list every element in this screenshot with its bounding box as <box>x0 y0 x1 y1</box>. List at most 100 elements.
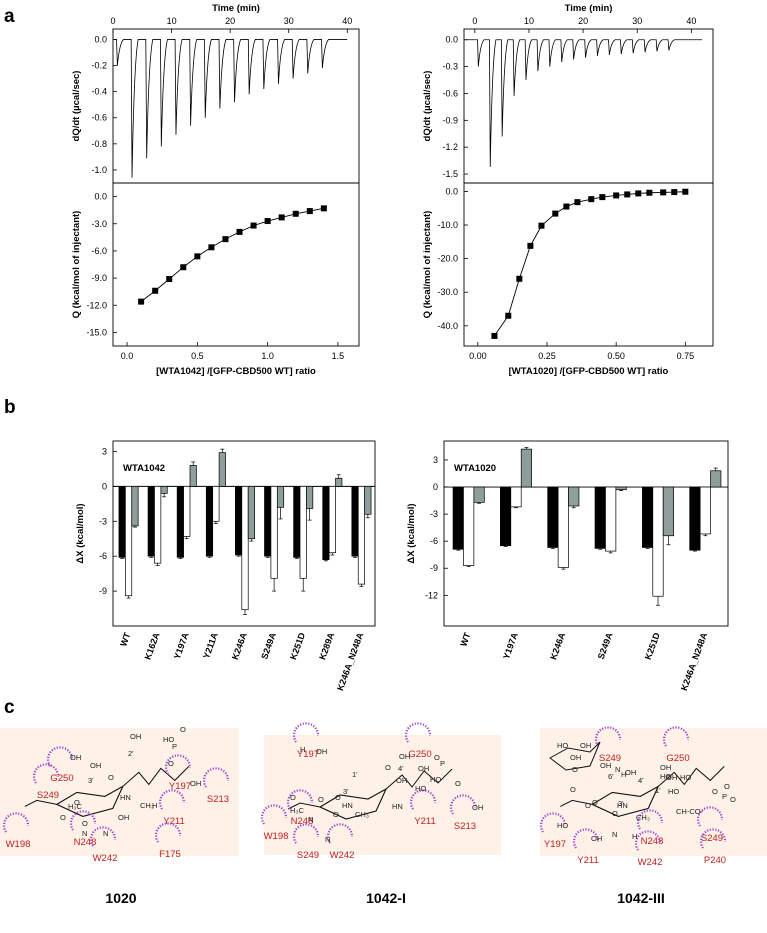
data-point-right <box>491 332 498 339</box>
atom-label: OH <box>396 776 407 785</box>
dx-tick-label-right: -6 <box>430 536 438 546</box>
category-label-left: S249A <box>259 631 278 661</box>
diagram-background <box>0 728 239 856</box>
atom-label: OH <box>130 732 141 741</box>
atom-label: HN <box>617 801 628 810</box>
residue-contact-arc <box>696 806 724 827</box>
bar-left <box>125 486 133 597</box>
bar-left <box>218 452 226 487</box>
category-label-right: Y197A <box>501 631 520 661</box>
heat-axis-label-left: Q (kcal/mol of injectant) <box>71 211 82 319</box>
heat-tick-label-right: -40.0 <box>437 321 458 331</box>
time-axis-label-left: Time (min) <box>212 3 260 14</box>
heat-tick-label-left: -9.0 <box>91 273 107 283</box>
bar-right <box>568 486 580 507</box>
atom-label: H <box>632 832 637 841</box>
heat-tick-label-left: -15.0 <box>86 327 107 337</box>
data-point-right <box>599 194 606 201</box>
bar-left <box>247 486 255 540</box>
atom-label: H₃C <box>68 802 82 811</box>
atom-label: H <box>300 745 305 754</box>
atom-label: HN <box>342 801 353 810</box>
atom-label: 1' <box>352 770 358 779</box>
residue-contact-arc <box>164 754 192 775</box>
residue-contact-arc <box>636 809 664 830</box>
bar-right <box>662 486 674 537</box>
atom-label: OH <box>418 764 429 773</box>
ratio-tick-label-right: 0.25 <box>538 351 556 361</box>
residue-label: G250 <box>666 753 689 764</box>
heat-tick-label-left: -6.0 <box>91 246 107 256</box>
residue-label: S213 <box>207 794 229 805</box>
data-point-left <box>180 264 187 271</box>
heat-tick-label-right: -20.0 <box>437 254 458 264</box>
dx-tick-label-right: 0 <box>433 482 438 492</box>
residue-contact-arc <box>89 826 117 847</box>
atom-label: O <box>592 798 598 807</box>
residue-contact-arc <box>32 763 60 784</box>
panel-label-c: c <box>4 697 15 718</box>
category-label-right: WT <box>458 631 472 648</box>
bar-left <box>328 486 336 554</box>
residue-contact-arc <box>326 823 354 844</box>
data-point-right <box>660 189 667 196</box>
residue-label: W242 <box>638 857 663 868</box>
data-point-right <box>682 188 689 195</box>
atom-label: OH <box>660 763 671 772</box>
atom-label: OH <box>580 741 591 750</box>
atom-label: 2' <box>128 749 134 758</box>
polyol-chain <box>385 768 453 790</box>
atom-label: P <box>722 792 727 801</box>
atom-label: OH <box>70 753 81 762</box>
atom-label: N <box>308 815 313 824</box>
atom-label: HO <box>680 773 691 782</box>
atom-label: 3' <box>618 799 624 808</box>
residue-contact-arc <box>699 828 727 849</box>
residue-label: N248 <box>641 836 664 847</box>
residue-contact-arc <box>572 828 600 849</box>
data-point-left <box>292 210 299 217</box>
residue-contact-arc <box>409 789 437 810</box>
atom-label: HN <box>120 793 131 802</box>
time-tick-label-left: 20 <box>225 16 235 26</box>
atom-label: HO <box>557 821 568 830</box>
ratio-tick-label-left: 0.5 <box>191 351 204 361</box>
data-point-right <box>635 190 642 197</box>
residue-label: W198 <box>6 839 31 850</box>
data-point-left <box>250 222 257 229</box>
residue-label: Y197 <box>169 781 191 792</box>
residue-contact-arc <box>286 789 314 810</box>
ratio-tick-label-right: 0.00 <box>469 351 487 361</box>
dx-tick-label-left: -3 <box>99 516 107 526</box>
data-point-left <box>138 298 145 305</box>
bar-left <box>276 486 285 508</box>
atom-label: 6' <box>608 772 614 781</box>
atom-label: HO <box>415 784 426 793</box>
bar-left <box>364 486 372 515</box>
time-tick-label-right: 40 <box>686 16 696 26</box>
residue-contact-arc <box>404 722 432 743</box>
ratio-tick-label-left: 1.0 <box>261 351 274 361</box>
data-point-left <box>166 275 173 282</box>
residue-contact-arc <box>202 767 230 788</box>
atom-label: HO <box>668 787 679 796</box>
atom-label: O <box>570 785 576 794</box>
category-label-left: Y211A <box>201 631 220 660</box>
dx-tick-label-left: 3 <box>102 446 107 456</box>
atom-label: O <box>180 725 186 734</box>
atom-label: OH <box>118 813 129 822</box>
atom-label: O <box>82 819 88 828</box>
bar-right <box>473 486 485 503</box>
atom-label: O <box>585 801 591 810</box>
atom-label: OH <box>570 753 581 762</box>
bar-left <box>335 477 343 487</box>
category-label-left: K246A_N248A <box>335 631 365 692</box>
diagram-caption: 1020 <box>105 890 136 906</box>
atom-label: HO <box>660 772 671 781</box>
data-point-left <box>264 218 271 225</box>
power-tick-label-right: -0.3 <box>442 62 458 72</box>
bar-left <box>306 486 314 509</box>
time-tick-label-right: 30 <box>632 16 642 26</box>
bar-frame-right <box>443 440 729 627</box>
